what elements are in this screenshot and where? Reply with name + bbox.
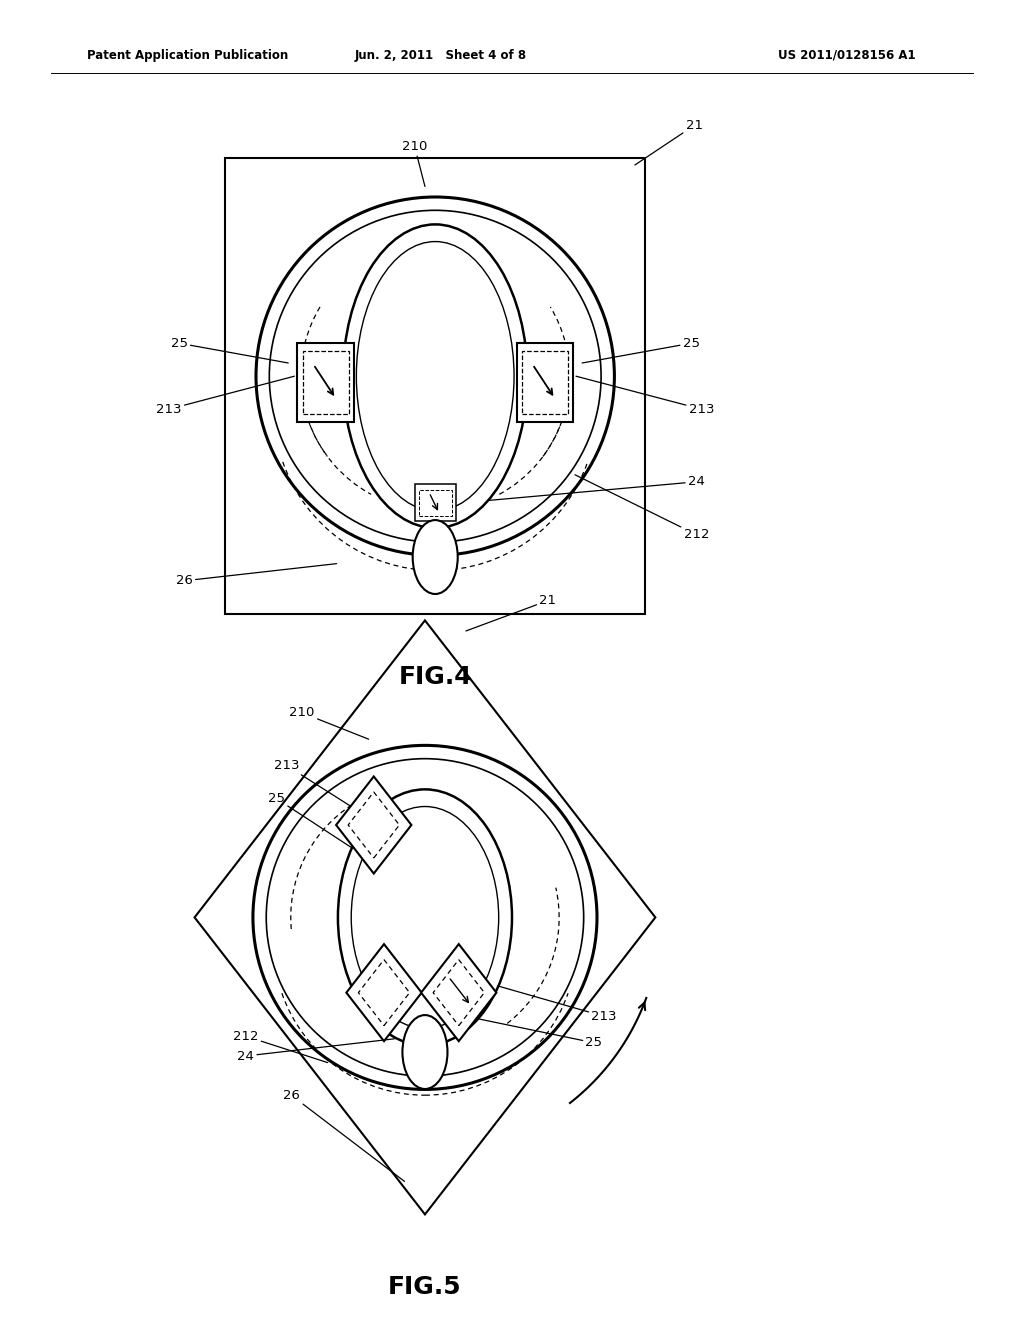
- Ellipse shape: [338, 789, 512, 1045]
- Polygon shape: [195, 620, 655, 1214]
- Ellipse shape: [256, 197, 614, 556]
- Text: 26: 26: [284, 1089, 404, 1181]
- Text: FIG.5: FIG.5: [388, 1275, 462, 1299]
- Text: 212: 212: [575, 475, 709, 541]
- Text: 213: 213: [575, 376, 714, 416]
- Bar: [517, 343, 573, 422]
- Bar: [419, 490, 452, 516]
- Bar: [297, 343, 354, 422]
- Text: 25: 25: [582, 337, 699, 363]
- Polygon shape: [346, 944, 422, 1041]
- Bar: [225, 158, 645, 614]
- Text: 24: 24: [461, 475, 705, 503]
- Text: 21: 21: [635, 119, 702, 165]
- Ellipse shape: [402, 1015, 447, 1089]
- Text: 21: 21: [466, 594, 556, 631]
- Text: 213: 213: [484, 982, 616, 1023]
- Bar: [303, 351, 348, 414]
- Ellipse shape: [253, 746, 597, 1089]
- Text: 26: 26: [176, 564, 337, 587]
- Polygon shape: [336, 776, 412, 874]
- Text: Patent Application Publication: Patent Application Publication: [87, 49, 289, 62]
- Ellipse shape: [343, 224, 527, 528]
- Bar: [522, 351, 568, 414]
- Text: US 2011/0128156 A1: US 2011/0128156 A1: [778, 49, 915, 62]
- Text: 25: 25: [479, 1019, 602, 1049]
- Text: 210: 210: [290, 706, 369, 739]
- Text: 25: 25: [268, 792, 353, 849]
- Text: 24: 24: [238, 1039, 394, 1063]
- Text: 25: 25: [171, 337, 289, 363]
- Text: 210: 210: [402, 140, 427, 186]
- Text: Jun. 2, 2011   Sheet 4 of 8: Jun. 2, 2011 Sheet 4 of 8: [354, 49, 526, 62]
- Bar: [415, 484, 456, 521]
- Text: 213: 213: [274, 759, 355, 809]
- Text: FIG.4: FIG.4: [398, 665, 472, 689]
- Polygon shape: [421, 944, 497, 1041]
- Text: 212: 212: [233, 1030, 328, 1063]
- Text: 213: 213: [157, 376, 295, 416]
- Ellipse shape: [413, 520, 458, 594]
